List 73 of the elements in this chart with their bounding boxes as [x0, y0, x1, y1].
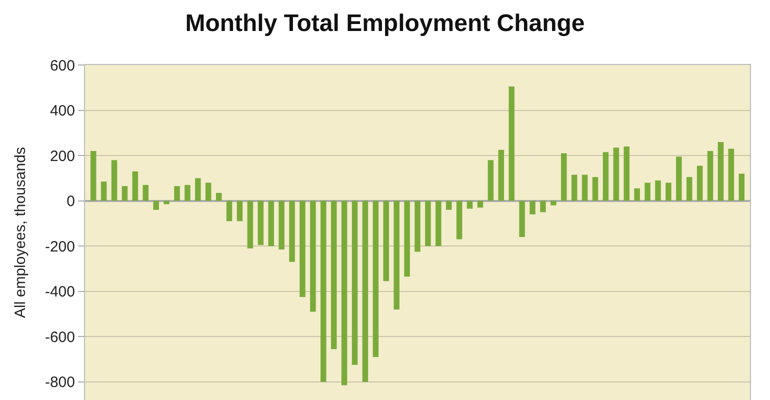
- bar: [394, 200, 400, 310]
- bar: [268, 200, 274, 246]
- bar: [634, 188, 640, 201]
- bar: [508, 86, 514, 201]
- bar: [592, 177, 598, 201]
- bar: [425, 200, 431, 246]
- y-tick-label: -600: [44, 328, 75, 346]
- bar: [142, 184, 149, 201]
- y-tick-label: -200: [44, 238, 75, 256]
- y-tick-label: 400: [50, 102, 75, 120]
- bar: [728, 148, 734, 201]
- bar: [466, 200, 473, 209]
- bar: [258, 200, 264, 245]
- bar: [226, 200, 232, 222]
- bar: [666, 182, 672, 201]
- y-tick-label: 0: [66, 193, 75, 210]
- bar: [602, 152, 609, 201]
- bar: [90, 151, 96, 201]
- bar: [236, 200, 243, 222]
- bar: [676, 156, 682, 201]
- bar: [247, 200, 254, 248]
- bar: [530, 200, 536, 214]
- bar: [216, 192, 222, 201]
- bar: [330, 200, 337, 350]
- bar: [383, 200, 390, 282]
- bar: [613, 148, 620, 201]
- bar: [624, 146, 630, 201]
- bar: [738, 174, 745, 201]
- bar: [488, 160, 494, 201]
- y-tick-label: 600: [50, 57, 75, 74]
- bar: [206, 182, 212, 201]
- bar: [100, 182, 107, 201]
- bar: [122, 186, 128, 201]
- bar: [341, 200, 348, 386]
- bar: [289, 200, 295, 262]
- bar: [404, 200, 410, 277]
- bar: [696, 166, 703, 201]
- bar: [153, 200, 159, 210]
- bar: [477, 200, 484, 208]
- bar: [571, 174, 578, 201]
- y-tick-label: -800: [44, 374, 75, 392]
- bar: [540, 200, 546, 212]
- bar: [372, 200, 379, 357]
- bar: [582, 174, 588, 201]
- chart-title: Monthly Total Employment Change: [185, 10, 585, 37]
- bar: [184, 184, 190, 201]
- bar: [414, 200, 420, 252]
- bar: [655, 180, 661, 201]
- bar: [352, 200, 358, 365]
- bar: [300, 200, 306, 298]
- bar: [132, 171, 138, 201]
- bar: [436, 200, 442, 246]
- bar: [310, 200, 316, 312]
- bar: [718, 142, 724, 201]
- bar: [320, 200, 326, 382]
- bar: [456, 200, 462, 240]
- bar: [362, 200, 368, 382]
- bar: [561, 153, 567, 201]
- bar: [164, 200, 170, 204]
- bar: [686, 177, 692, 201]
- y-tick-label: 200: [50, 148, 75, 165]
- y-axis-title: All employees, thousands: [12, 147, 30, 318]
- bar: [644, 182, 650, 201]
- y-tick-label: -400: [44, 284, 75, 301]
- bar: [174, 186, 180, 201]
- bar: [498, 150, 504, 201]
- bar: [550, 200, 556, 206]
- bar: [519, 200, 525, 238]
- bar: [111, 160, 118, 201]
- bar: [278, 200, 284, 250]
- bar: [195, 178, 201, 201]
- bar: [707, 151, 714, 201]
- bar: [446, 200, 452, 210]
